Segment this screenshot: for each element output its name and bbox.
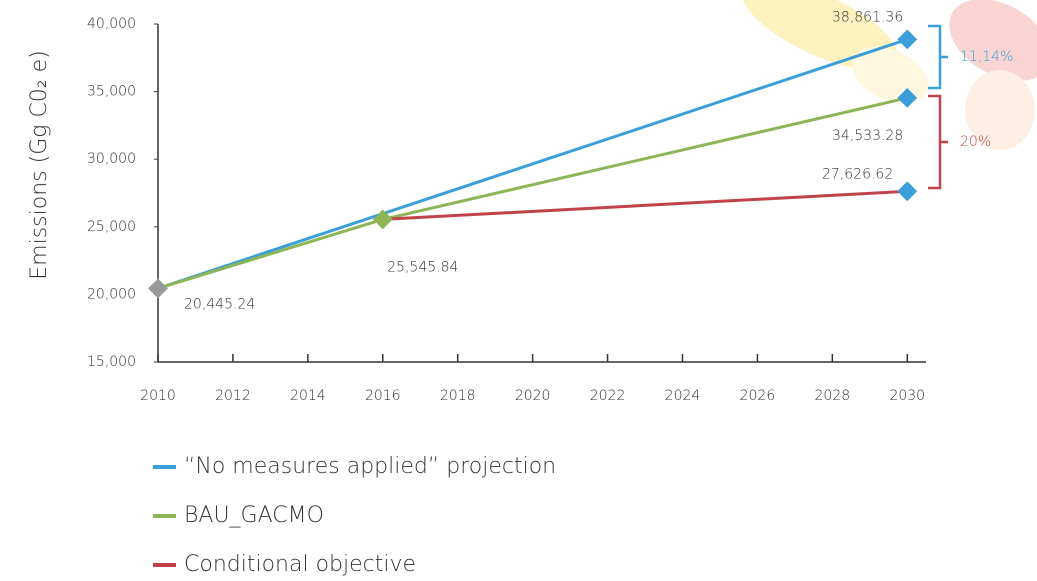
annotation: 11,14%: [960, 49, 1013, 65]
marker: [372, 209, 393, 230]
x-tick-label: 2026: [740, 388, 776, 404]
x-tick-label: 2012: [215, 388, 251, 404]
series-line: [157, 37, 908, 290]
y-tick-label: 30,000: [87, 151, 136, 167]
series-line: [382, 189, 908, 221]
data-label: 20,445.24: [184, 296, 255, 312]
y-tick-label: 15,000: [87, 354, 136, 370]
x-tick-label: 2014: [290, 388, 326, 404]
y-tick-label: 20,000: [87, 286, 136, 302]
x-tick-label: 2016: [365, 388, 401, 404]
y-tick-label: 40,000: [87, 16, 136, 32]
legend-text: BAU_GACMO: [184, 503, 324, 528]
marker: [897, 29, 918, 50]
data-label: 34,533.28: [832, 128, 903, 144]
x-tick-label: 2028: [815, 388, 851, 404]
x-tick-label: 2018: [440, 388, 476, 404]
marker: [897, 181, 918, 202]
decoration: [741, 0, 1037, 150]
bracket: [928, 94, 948, 190]
x-tick-label: 2010: [140, 388, 176, 404]
data-label: 38,861.36: [832, 9, 903, 25]
annotation: 20%: [960, 134, 991, 150]
series-line: [157, 96, 908, 290]
data-label: 25,545.84: [387, 259, 458, 275]
legend-text: “No measures applied” projection: [184, 454, 556, 479]
x-tick-label: 2030: [889, 388, 925, 404]
y-tick-label: 25,000: [87, 219, 136, 235]
y-tick-label: 35,000: [87, 84, 136, 100]
x-tick-label: 2020: [515, 388, 551, 404]
x-tick-label: 2024: [665, 388, 701, 404]
marker: [148, 278, 168, 299]
bracket: [928, 24, 948, 90]
y-axis-label: Emissions (Gg C0₂ e): [27, 50, 52, 279]
data-label: 27,626.62: [822, 166, 893, 182]
x-tick-label: 2022: [590, 388, 626, 404]
legend-text: Conditional objective: [184, 552, 416, 577]
